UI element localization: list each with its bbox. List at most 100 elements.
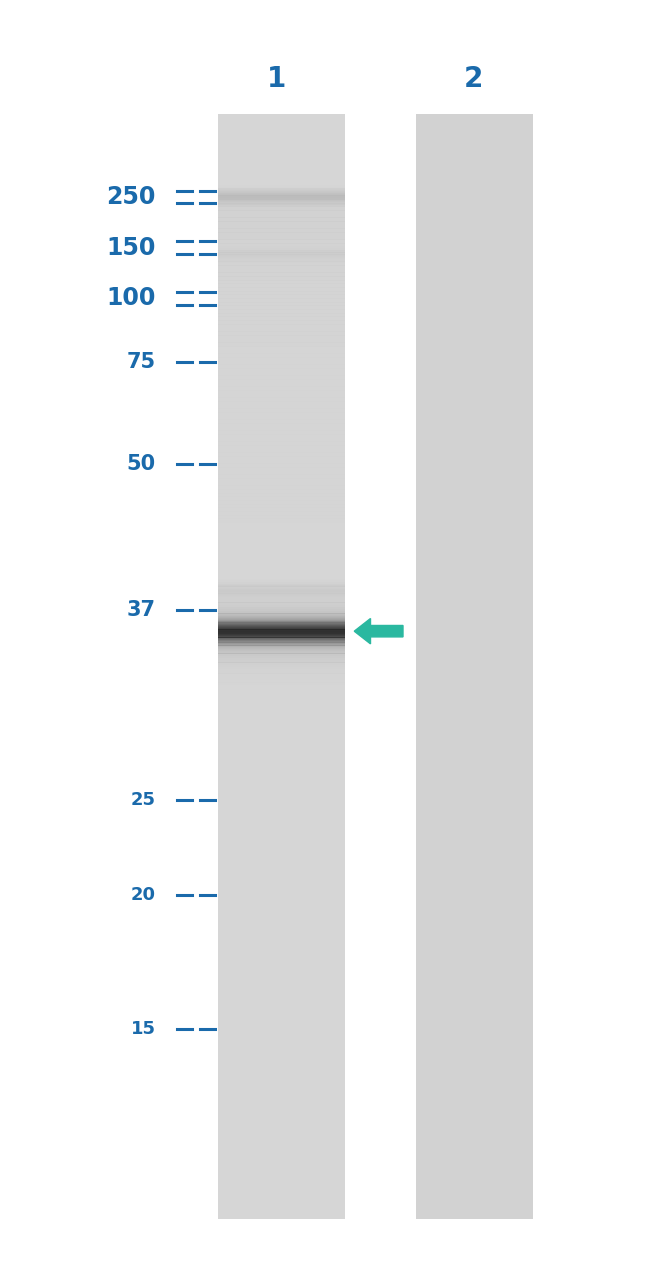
Bar: [218, 471, 344, 475]
Text: 50: 50: [127, 453, 156, 474]
Bar: [218, 221, 344, 225]
Bar: [218, 643, 344, 645]
Bar: [218, 620, 344, 622]
Bar: [218, 673, 344, 676]
Bar: [218, 353, 344, 358]
Bar: [218, 464, 344, 467]
Bar: [218, 409, 344, 413]
Bar: [218, 210, 344, 215]
Bar: [218, 537, 344, 541]
Bar: [218, 589, 344, 592]
Bar: [218, 401, 344, 405]
Bar: [218, 279, 344, 284]
Bar: [218, 258, 344, 262]
Text: 25: 25: [131, 791, 156, 809]
Bar: [218, 493, 344, 497]
Text: 2: 2: [463, 65, 483, 93]
Bar: [218, 625, 344, 630]
Bar: [218, 555, 344, 560]
Bar: [218, 522, 344, 527]
Bar: [218, 636, 344, 638]
Bar: [218, 526, 344, 531]
Bar: [218, 316, 344, 321]
Bar: [218, 634, 344, 636]
Bar: [218, 514, 344, 519]
Bar: [218, 298, 344, 302]
Bar: [218, 320, 344, 325]
Bar: [218, 678, 344, 681]
Bar: [218, 669, 344, 672]
Bar: [218, 378, 344, 384]
Bar: [218, 607, 344, 610]
Bar: [218, 547, 344, 552]
Bar: [218, 236, 344, 240]
Bar: [218, 232, 344, 236]
Bar: [218, 203, 344, 207]
Bar: [218, 250, 344, 255]
Bar: [218, 616, 344, 618]
Bar: [218, 596, 344, 598]
Bar: [218, 653, 344, 655]
Bar: [218, 361, 344, 364]
Bar: [218, 625, 344, 627]
Bar: [218, 663, 344, 664]
Bar: [218, 682, 344, 685]
Bar: [218, 518, 344, 523]
Bar: [218, 324, 344, 328]
Bar: [218, 598, 344, 601]
Bar: [218, 335, 344, 339]
Bar: [218, 613, 344, 616]
Bar: [218, 328, 344, 331]
Bar: [218, 345, 344, 351]
Bar: [218, 229, 344, 232]
Bar: [218, 192, 344, 196]
Bar: [218, 386, 344, 391]
Bar: [218, 679, 344, 682]
Bar: [218, 339, 344, 343]
Bar: [218, 357, 344, 361]
Bar: [218, 243, 344, 248]
Bar: [218, 475, 344, 479]
Bar: [218, 655, 344, 658]
Bar: [218, 427, 344, 431]
Text: 100: 100: [107, 287, 156, 310]
Bar: [218, 273, 344, 277]
Bar: [218, 364, 344, 368]
Bar: [218, 617, 344, 622]
Bar: [218, 188, 344, 192]
Bar: [218, 504, 344, 508]
Bar: [218, 438, 344, 442]
Bar: [218, 610, 344, 611]
Bar: [218, 611, 344, 615]
Bar: [218, 302, 344, 306]
Bar: [218, 570, 344, 574]
Bar: [218, 613, 344, 618]
Bar: [218, 500, 344, 504]
Bar: [218, 442, 344, 446]
Bar: [218, 497, 344, 500]
Bar: [218, 563, 344, 566]
Text: 20: 20: [131, 886, 156, 904]
Bar: [218, 592, 344, 593]
Bar: [218, 566, 344, 570]
Bar: [218, 618, 344, 620]
Bar: [218, 601, 344, 602]
Bar: [218, 574, 344, 578]
Bar: [218, 541, 344, 545]
Bar: [218, 199, 344, 203]
Bar: [218, 213, 344, 218]
FancyArrow shape: [354, 618, 403, 644]
Bar: [218, 405, 344, 409]
Bar: [218, 607, 344, 611]
Bar: [218, 629, 344, 631]
Bar: [218, 638, 344, 640]
Bar: [218, 467, 344, 471]
Text: 37: 37: [127, 599, 156, 620]
Bar: [218, 394, 344, 398]
Bar: [218, 398, 344, 401]
Text: 15: 15: [131, 1020, 156, 1038]
Bar: [218, 269, 344, 273]
Bar: [218, 331, 344, 335]
Bar: [218, 309, 344, 314]
Bar: [218, 582, 344, 584]
